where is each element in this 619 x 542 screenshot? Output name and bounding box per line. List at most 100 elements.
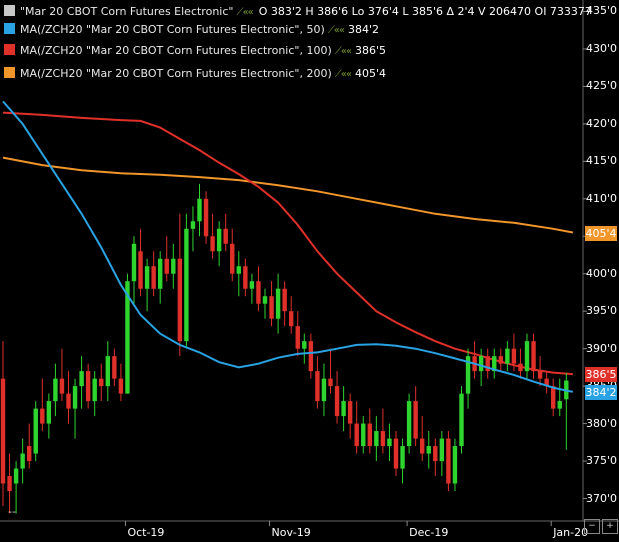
candle-body: [308, 341, 314, 372]
candle-body: [367, 423, 372, 447]
legend-icons[interactable]: ⟋««: [334, 69, 352, 80]
legend-name: "Mar 20 CBOT Corn Futures Electronic": [20, 5, 234, 18]
candle: [347, 393, 353, 439]
candle: [511, 333, 517, 372]
candle-body: [53, 378, 58, 402]
candle: [158, 251, 163, 304]
legend-icons[interactable]: ⟋««: [327, 25, 345, 36]
x-tick-label: Nov-19: [271, 526, 311, 539]
candle: [33, 401, 38, 462]
candle-body: [171, 258, 176, 274]
candle-body: [295, 326, 300, 349]
candle-body: [347, 401, 353, 424]
legend-name: MA(/ZCH20 "Mar 20 CBOT Corn Futures Elec…: [20, 23, 325, 36]
candle: [138, 228, 143, 297]
candle: [380, 408, 386, 454]
y-tick-label: 395'0: [585, 304, 617, 318]
candle-body: [249, 281, 255, 289]
legend-swatch: [4, 23, 15, 34]
candle-body: [269, 296, 274, 319]
candle-body: [433, 446, 438, 462]
candle: [256, 266, 261, 312]
y-tick-label: 400'0: [585, 266, 617, 280]
candle-body: [374, 431, 379, 447]
candle-body: [203, 198, 209, 237]
y-tick-label: 375'0: [585, 454, 617, 468]
candle: [295, 311, 300, 357]
candle: [387, 423, 392, 462]
ma50-line: [2, 100, 574, 393]
candle-body: [138, 251, 143, 289]
candle-body: [400, 446, 405, 469]
candle: [446, 431, 451, 492]
candle-body: [125, 281, 130, 394]
candle: [243, 258, 248, 297]
candle: [85, 363, 91, 409]
x-tick-label: Dec-19: [409, 526, 449, 539]
candle: [79, 356, 84, 409]
legend-row-ma50: MA(/ZCH20 "Mar 20 CBOT Corn Futures Elec…: [4, 21, 379, 39]
candle-body: [33, 408, 38, 454]
candle: [374, 416, 379, 462]
candle: [315, 356, 320, 409]
candle-body: [406, 401, 412, 447]
price-tag: 405'4: [585, 225, 617, 241]
candle: [505, 341, 510, 372]
candle: [308, 333, 314, 379]
candle-body: [420, 438, 425, 454]
legend-icons[interactable]: ⟋««: [236, 7, 253, 18]
candle-body: [99, 378, 104, 387]
candle-body: [112, 356, 117, 379]
candle: [452, 438, 458, 492]
candle: [537, 356, 543, 387]
candle-body: [413, 401, 418, 439]
candle-body: [190, 221, 196, 229]
candle-body: [66, 393, 71, 409]
candle: [367, 408, 372, 454]
legend-icons[interactable]: ⟋««: [334, 46, 352, 57]
candle: [492, 348, 497, 379]
ohlc-readout: O 383'2 H 386'6 Lo 376'4 L 385'6 Δ 2'4 V…: [258, 5, 592, 18]
candle-body: [223, 228, 228, 244]
candle: [59, 348, 65, 402]
candle-body: [216, 228, 222, 252]
legend-name: MA(/ZCH20 "Mar 20 CBOT Corn Futures Elec…: [20, 67, 332, 80]
candle-body: [0, 378, 6, 484]
legend-row-ma200: MA(/ZCH20 "Mar 20 CBOT Corn Futures Elec…: [4, 65, 386, 83]
ma100-line: [2, 111, 573, 376]
candle-body: [334, 386, 340, 417]
candle-body: [282, 288, 287, 312]
candle-body: [85, 371, 91, 402]
candle-body: [551, 386, 556, 409]
candle: [341, 386, 346, 432]
zoom-out-icon[interactable]: −: [584, 519, 600, 534]
zoom-in-icon[interactable]: +: [602, 519, 618, 534]
candle-body: [361, 423, 366, 447]
candle-body: [452, 446, 458, 484]
legend-row-ma100: MA(/ZCH20 "Mar 20 CBOT Corn Futures Elec…: [4, 42, 386, 60]
price-tag: 386'5: [585, 367, 617, 383]
candle: [249, 273, 255, 304]
candle: [557, 378, 562, 417]
candle: [465, 348, 471, 409]
candle-body: [321, 378, 327, 402]
candle: [118, 363, 124, 402]
candle: [92, 371, 97, 417]
candle-body: [524, 341, 530, 372]
candle-body: [92, 378, 97, 402]
candle-body: [426, 446, 431, 454]
candle: [498, 348, 503, 372]
candle: [321, 363, 327, 417]
candle: [275, 273, 281, 334]
candle-body: [118, 378, 124, 394]
candle: [72, 378, 78, 439]
candle: [0, 341, 6, 507]
candle-body: [46, 401, 52, 424]
candle-body: [328, 378, 333, 387]
candle-body: [177, 258, 183, 342]
candle: [177, 213, 183, 357]
candle-body: [184, 228, 189, 342]
candle-body: [236, 266, 241, 274]
